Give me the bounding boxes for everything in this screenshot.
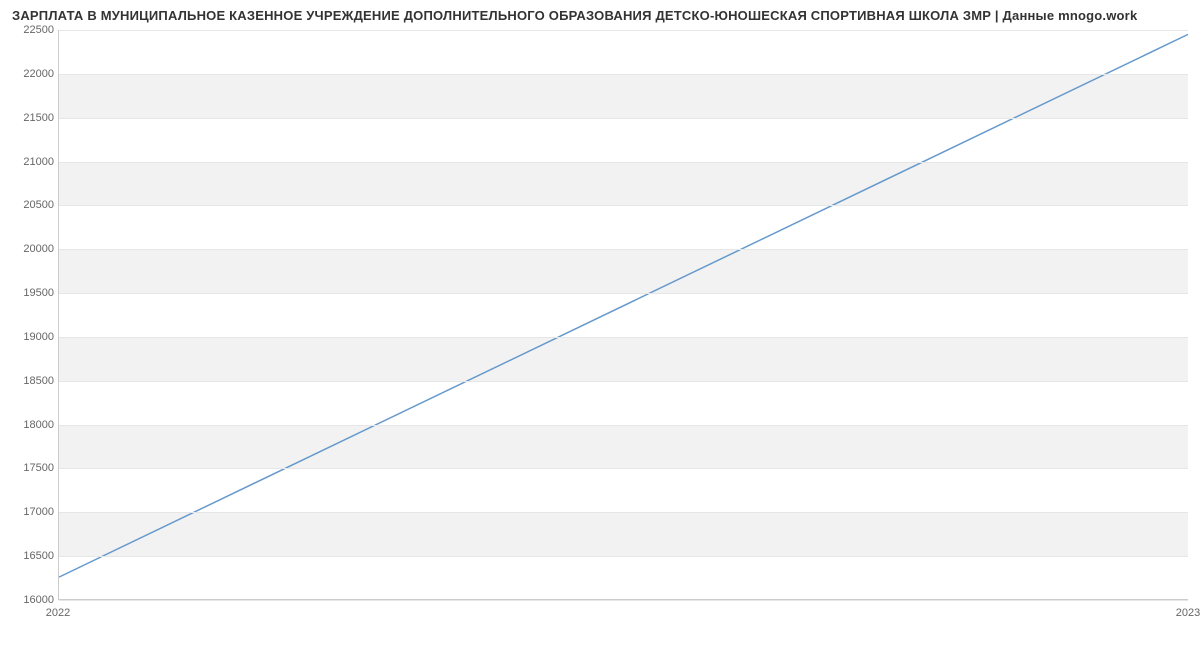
y-gridline [59,74,1188,75]
y-tick-label: 21500 [14,112,54,124]
y-tick-label: 16500 [14,550,54,562]
y-gridline [59,162,1188,163]
y-gridline [59,556,1188,557]
y-tick-label: 18000 [14,419,54,431]
y-gridline [59,425,1188,426]
y-gridline [59,293,1188,294]
y-gridline [59,468,1188,469]
y-tick-label: 21000 [14,156,54,168]
y-tick-label: 18500 [14,375,54,387]
line-series [59,30,1188,599]
x-tick-label: 2023 [1173,607,1200,619]
y-tick-label: 17500 [14,462,54,474]
y-tick-label: 19000 [14,331,54,343]
y-gridline [59,118,1188,119]
y-gridline [59,337,1188,338]
y-tick-label: 20000 [14,243,54,255]
y-tick-label: 16000 [14,594,54,606]
y-tick-label: 19500 [14,287,54,299]
y-gridline [59,249,1188,250]
y-tick-label: 20500 [14,199,54,211]
y-gridline [59,600,1188,601]
y-tick-label: 22000 [14,68,54,80]
y-gridline [59,512,1188,513]
y-tick-label: 22500 [14,24,54,36]
y-gridline [59,381,1188,382]
y-gridline [59,30,1188,31]
x-tick-label: 2022 [43,607,73,619]
plot-area [58,30,1188,600]
series-salary [59,34,1188,577]
chart-title: ЗАРПЛАТА В МУНИЦИПАЛЬНОЕ КАЗЕННОЕ УЧРЕЖД… [12,8,1188,23]
y-tick-label: 17000 [14,506,54,518]
salary-chart: ЗАРПЛАТА В МУНИЦИПАЛЬНОЕ КАЗЕННОЕ УЧРЕЖД… [0,0,1200,650]
y-gridline [59,205,1188,206]
